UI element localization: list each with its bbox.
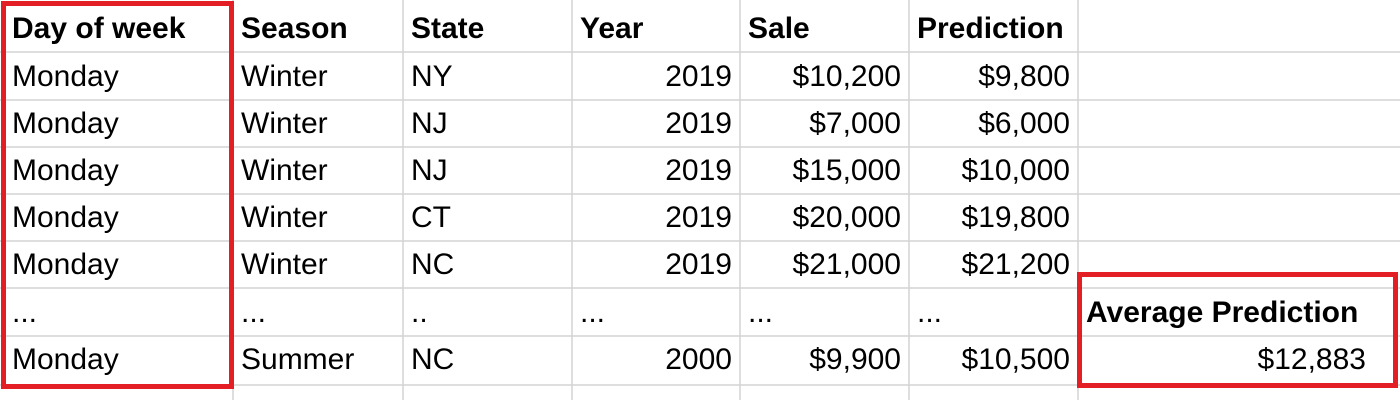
cell-prediction[interactable]: $19,800 [909, 194, 1078, 241]
cell-day[interactable]: Monday [4, 147, 233, 194]
cell-prediction[interactable]: ... [909, 289, 1078, 336]
cell-prediction[interactable]: $10,000 [909, 147, 1078, 194]
cell-year[interactable]: 2019 [572, 53, 740, 100]
cell-prediction[interactable]: $10,500 [909, 336, 1078, 383]
cell-year[interactable]: 2019 [572, 147, 740, 194]
cell-sale[interactable]: ... [740, 289, 909, 336]
cell-year[interactable]: 2000 [572, 336, 740, 383]
empty-cell[interactable] [1078, 194, 1400, 241]
cell-sale[interactable]: $7,000 [740, 100, 909, 147]
average-prediction-label[interactable]: Average Prediction [1078, 289, 1400, 336]
cell-sale[interactable]: $15,000 [740, 147, 909, 194]
header-row: Day of week Season State Year Sale Predi… [0, 5, 1400, 52]
cell-season[interactable]: Winter [233, 100, 403, 147]
header-sale[interactable]: Sale [740, 5, 909, 52]
cell-day[interactable]: Monday [4, 100, 233, 147]
cell-day[interactable]: ... [4, 289, 233, 336]
cell-season[interactable]: Winter [233, 53, 403, 100]
cell-state[interactable]: NC [403, 241, 572, 288]
header-state[interactable]: State [403, 5, 572, 52]
cell-state[interactable]: NJ [403, 147, 572, 194]
cell-state[interactable]: NC [403, 336, 572, 383]
table-row: Monday Winter CT 2019 $20,000 $19,800 [0, 194, 1400, 241]
cell-prediction[interactable]: $21,200 [909, 241, 1078, 288]
cell-season[interactable]: ... [233, 289, 403, 336]
cell-season[interactable]: Winter [233, 241, 403, 288]
cell-season[interactable]: Winter [233, 194, 403, 241]
cell-season[interactable]: Summer [233, 336, 403, 383]
table-row: Monday Winter NY 2019 $10,200 $9,800 [0, 53, 1400, 100]
empty-cell[interactable] [1078, 241, 1400, 288]
cell-day[interactable]: Monday [4, 336, 233, 383]
empty-cell[interactable] [1078, 100, 1400, 147]
empty-cell[interactable] [1078, 147, 1400, 194]
cell-day[interactable]: Monday [4, 194, 233, 241]
cell-sale[interactable]: $10,200 [740, 53, 909, 100]
header-day-of-week[interactable]: Day of week [4, 5, 233, 52]
cell-season[interactable]: Winter [233, 147, 403, 194]
cell-year[interactable]: 2019 [572, 100, 740, 147]
cell-year[interactable]: ... [572, 289, 740, 336]
cell-prediction[interactable]: $6,000 [909, 100, 1078, 147]
cell-state[interactable]: NY [403, 53, 572, 100]
cell-state[interactable]: CT [403, 194, 572, 241]
table-row: ... ... .. ... ... ... Average Predictio… [0, 289, 1400, 336]
cell-year[interactable]: 2019 [572, 241, 740, 288]
empty-cell[interactable] [1078, 53, 1400, 100]
table-row: Monday Summer NC 2000 $9,900 $10,500 $12… [0, 336, 1400, 383]
cell-day[interactable]: Monday [4, 241, 233, 288]
average-prediction-value[interactable]: $12,883 [1078, 336, 1400, 383]
table-row: Monday Winter NJ 2019 $15,000 $10,000 [0, 147, 1400, 194]
empty-cell[interactable] [1078, 5, 1400, 52]
cell-day[interactable]: Monday [4, 53, 233, 100]
cell-state[interactable]: NJ [403, 100, 572, 147]
header-prediction[interactable]: Prediction [909, 5, 1078, 52]
table-row: Monday Winter NC 2019 $21,000 $21,200 [0, 241, 1400, 288]
cell-year[interactable]: 2019 [572, 194, 740, 241]
header-season[interactable]: Season [233, 5, 403, 52]
header-year[interactable]: Year [572, 5, 740, 52]
cell-sale[interactable]: $9,900 [740, 336, 909, 383]
cell-state[interactable]: .. [403, 289, 572, 336]
table-row: Monday Winter NJ 2019 $7,000 $6,000 [0, 100, 1400, 147]
cell-sale[interactable]: $20,000 [740, 194, 909, 241]
cell-prediction[interactable]: $9,800 [909, 53, 1078, 100]
cell-sale[interactable]: $21,000 [740, 241, 909, 288]
